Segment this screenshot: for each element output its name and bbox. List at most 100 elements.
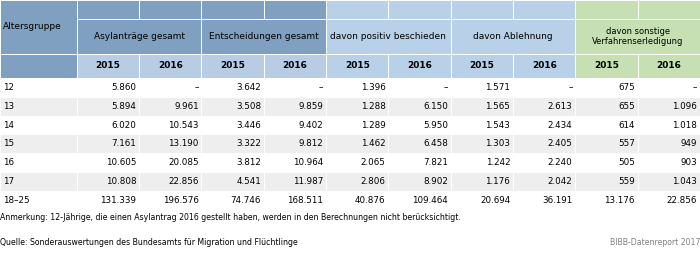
Bar: [575, 78, 638, 97]
Bar: [389, 54, 451, 78]
Text: 12: 12: [3, 83, 14, 92]
Text: 5.950: 5.950: [423, 121, 448, 129]
Bar: [575, 54, 638, 78]
Bar: [638, 172, 700, 191]
Bar: [451, 97, 513, 116]
Bar: [0, 153, 77, 172]
Bar: [77, 78, 139, 97]
Bar: [575, 19, 700, 54]
Bar: [638, 134, 700, 153]
Text: 2015: 2015: [470, 61, 494, 70]
Text: 3.642: 3.642: [236, 83, 261, 92]
Bar: [326, 97, 389, 116]
Bar: [77, 19, 202, 54]
Text: davon Ablehnung: davon Ablehnung: [473, 32, 553, 41]
Bar: [264, 153, 326, 172]
Bar: [202, 97, 264, 116]
Text: 2016: 2016: [407, 61, 432, 70]
Text: 9.812: 9.812: [298, 139, 323, 149]
Bar: [0, 116, 77, 134]
Text: –: –: [444, 83, 448, 92]
Text: 6.150: 6.150: [423, 102, 448, 111]
Text: 22.856: 22.856: [667, 196, 697, 205]
Bar: [202, 153, 264, 172]
Text: 2016: 2016: [532, 61, 556, 70]
Bar: [389, 134, 451, 153]
Text: 5.894: 5.894: [111, 102, 136, 111]
Text: 2.613: 2.613: [548, 102, 573, 111]
Bar: [0, 54, 77, 78]
Text: 2015: 2015: [96, 61, 120, 70]
Bar: [77, 97, 139, 116]
Bar: [575, 0, 638, 19]
Bar: [139, 191, 202, 210]
Text: 2.806: 2.806: [360, 177, 386, 186]
Bar: [451, 134, 513, 153]
Bar: [451, 153, 513, 172]
Bar: [202, 19, 326, 54]
Text: 7.161: 7.161: [111, 139, 136, 149]
Text: 2.065: 2.065: [360, 158, 386, 167]
Bar: [451, 116, 513, 134]
Text: 3.322: 3.322: [236, 139, 261, 149]
Text: 9.859: 9.859: [298, 102, 323, 111]
Bar: [389, 0, 451, 19]
Text: 1.571: 1.571: [485, 83, 510, 92]
Bar: [638, 54, 700, 78]
Text: 1.288: 1.288: [360, 102, 386, 111]
Text: 10.964: 10.964: [293, 158, 323, 167]
Bar: [202, 116, 264, 134]
Bar: [638, 153, 700, 172]
Bar: [0, 78, 77, 97]
Text: 9.402: 9.402: [298, 121, 323, 129]
Text: 18–25: 18–25: [3, 196, 29, 205]
Bar: [575, 97, 638, 116]
Text: –: –: [568, 83, 573, 92]
Text: 10.808: 10.808: [106, 177, 136, 186]
Text: 1.565: 1.565: [485, 102, 510, 111]
Bar: [575, 116, 638, 134]
Text: 2015: 2015: [345, 61, 370, 70]
Text: 949: 949: [680, 139, 697, 149]
Bar: [0, 172, 77, 191]
Text: 3.446: 3.446: [236, 121, 261, 129]
Bar: [264, 191, 326, 210]
Text: 8.902: 8.902: [423, 177, 448, 186]
Text: 13: 13: [3, 102, 14, 111]
Bar: [264, 134, 326, 153]
Text: 3.812: 3.812: [236, 158, 261, 167]
Bar: [389, 116, 451, 134]
Text: 9.961: 9.961: [174, 102, 199, 111]
Text: Altersgruppe: Altersgruppe: [3, 22, 62, 31]
Text: 36.191: 36.191: [542, 196, 573, 205]
Text: 74.746: 74.746: [230, 196, 261, 205]
Text: 1.303: 1.303: [485, 139, 510, 149]
Bar: [139, 54, 202, 78]
Bar: [451, 172, 513, 191]
Bar: [202, 191, 264, 210]
Bar: [513, 54, 575, 78]
Bar: [326, 54, 389, 78]
Bar: [264, 54, 326, 78]
Text: 17: 17: [3, 177, 14, 186]
Bar: [139, 172, 202, 191]
Bar: [139, 97, 202, 116]
Bar: [513, 191, 575, 210]
Text: 40.876: 40.876: [355, 196, 386, 205]
Bar: [0, 0, 77, 19]
Bar: [326, 134, 389, 153]
Text: Asylanträge gesamt: Asylanträge gesamt: [94, 32, 185, 41]
Text: 1.462: 1.462: [361, 139, 386, 149]
Text: 1.176: 1.176: [486, 177, 510, 186]
Bar: [575, 134, 638, 153]
Bar: [202, 78, 264, 97]
Bar: [77, 153, 139, 172]
Bar: [77, 172, 139, 191]
Text: 505: 505: [618, 158, 635, 167]
Bar: [77, 116, 139, 134]
Text: –: –: [319, 83, 323, 92]
Text: BIBB-Datenreport 2017: BIBB-Datenreport 2017: [610, 238, 700, 246]
Bar: [77, 0, 139, 19]
Text: 3.508: 3.508: [236, 102, 261, 111]
Bar: [202, 172, 264, 191]
